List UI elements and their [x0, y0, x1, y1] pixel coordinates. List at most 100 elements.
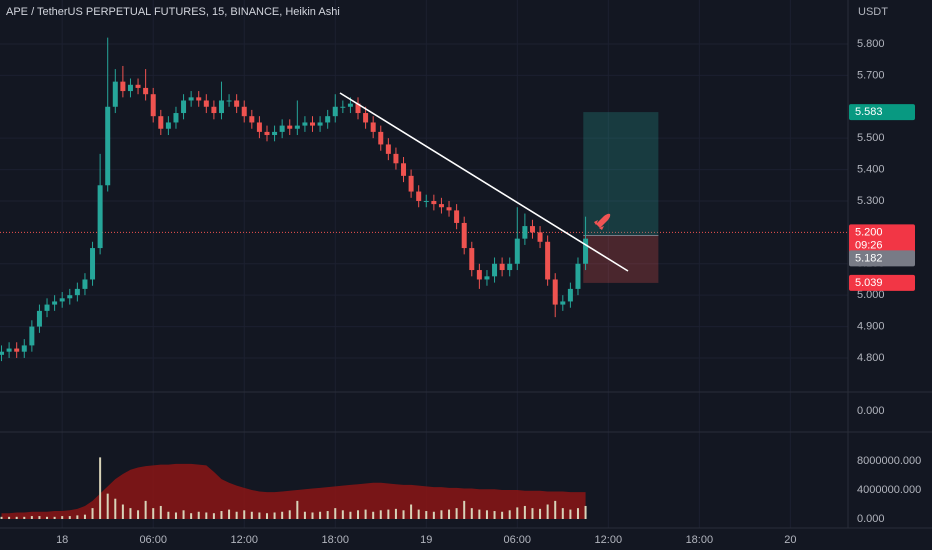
y-tick-label: 5.000 [857, 289, 885, 301]
countdown: 09:26 [855, 239, 883, 251]
candle-body [302, 122, 308, 126]
position-tool[interactable] [583, 112, 659, 283]
rocket-icon [594, 213, 611, 230]
candle-body [469, 248, 475, 271]
volume-bar [410, 504, 413, 520]
volume-bar [273, 512, 276, 520]
volume-bar [349, 511, 352, 520]
candle-body [340, 106, 346, 108]
volume-bar [152, 508, 155, 520]
volume-bar [144, 500, 147, 520]
candle-body [6, 348, 12, 352]
candle-body [401, 163, 407, 176]
candle-body [226, 100, 232, 102]
volume-bar [296, 500, 299, 520]
profit-zone [583, 112, 659, 236]
candle-body [127, 84, 133, 92]
candle-body [21, 345, 27, 352]
candle-body [82, 279, 88, 289]
candle-body [461, 222, 467, 249]
volume-bar [334, 508, 337, 520]
volume-bar [174, 512, 177, 520]
volume-bar [417, 509, 420, 520]
volume-bar [91, 508, 94, 520]
y-tick-label: 5.700 [857, 69, 885, 81]
volume-pane [0, 457, 587, 520]
candle-body [476, 270, 482, 280]
candle-body [272, 131, 278, 136]
candle-body [59, 298, 65, 302]
stop-badge [849, 274, 915, 291]
candle-body [279, 125, 285, 132]
candle-body [181, 100, 187, 114]
candle-body [347, 103, 353, 107]
volume-bar [106, 493, 109, 520]
candle-body [52, 301, 58, 305]
candle-body [431, 200, 437, 205]
loss-zone [583, 235, 659, 283]
candle-body [310, 122, 316, 126]
volume-bar [8, 516, 11, 520]
last-price-badge-text: 5.200 [855, 226, 883, 238]
volume-bar [228, 509, 231, 520]
volume-bar [561, 508, 564, 520]
volume-bar [501, 511, 504, 520]
volume-bar [281, 511, 284, 520]
volume-bar [76, 515, 79, 520]
candle-body [507, 263, 513, 271]
volume-bar [159, 505, 162, 520]
candle-body [416, 191, 422, 201]
volume-bar [364, 509, 367, 520]
y-tick-label: 5.500 [857, 132, 885, 144]
volume-bar [425, 511, 428, 520]
symbol-title[interactable]: APE / TetherUS PERPETUAL FUTURES, 15, BI… [6, 6, 340, 18]
x-tick-label: 12:00 [230, 534, 258, 546]
candle-body [317, 122, 323, 126]
volume-bar [341, 510, 344, 520]
volume-bar [167, 511, 170, 520]
volume-bar [584, 505, 587, 520]
volume-bar [197, 511, 200, 520]
grid [0, 0, 848, 528]
candle-body [29, 326, 35, 346]
x-tick-label: 06:00 [139, 534, 167, 546]
candle-body [438, 204, 444, 208]
volume-band [1, 463, 586, 520]
target-badge [849, 104, 915, 121]
candle-body [74, 288, 80, 296]
y-tick-label: 4.900 [857, 320, 885, 332]
candle-body [135, 84, 141, 88]
y-tick-label: 5.800 [857, 38, 885, 50]
target-badge-text: 5.583 [855, 106, 883, 118]
candle-body [514, 238, 520, 264]
candle-body [552, 279, 558, 305]
x-tick-label: 12:00 [595, 534, 623, 546]
volume-bar [68, 516, 71, 520]
volume-bar [38, 516, 41, 520]
volume-bar [243, 510, 246, 520]
volume-bar [0, 516, 3, 520]
volume-bar [379, 510, 382, 520]
volume-bar [30, 516, 33, 520]
last-price-badge [849, 224, 915, 255]
candle-body [408, 175, 414, 192]
candle-body [325, 116, 331, 123]
volume-bar [539, 508, 542, 520]
candle-body [393, 153, 399, 164]
candle-body [203, 100, 209, 107]
trend-line[interactable] [339, 92, 629, 272]
y-tick-label: 0.000 [857, 405, 885, 417]
volume-bar [205, 512, 208, 520]
candle-body [583, 238, 589, 264]
volume-bar [432, 511, 435, 520]
volume-bar [508, 510, 511, 520]
volume-bar [326, 511, 329, 520]
candle-body [484, 276, 490, 280]
x-tick-label: 18 [56, 534, 68, 546]
x-tick-label: 18:00 [321, 534, 349, 546]
volume-bar [212, 513, 215, 520]
x-tick-label: 19 [420, 534, 432, 546]
candle-body [218, 100, 224, 114]
candle-body [492, 263, 498, 277]
